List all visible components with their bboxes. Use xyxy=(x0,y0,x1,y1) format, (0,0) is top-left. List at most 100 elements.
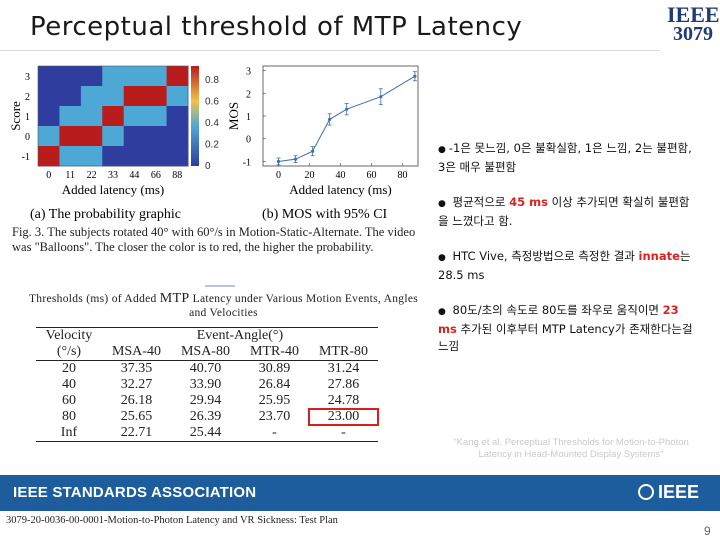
ieee-wordmark: IEEE xyxy=(658,482,700,502)
highlighted-cell: 23.00 xyxy=(307,408,380,426)
cell: 25.95 xyxy=(258,393,291,408)
data-point xyxy=(293,157,298,161)
cell: 37.35 xyxy=(120,361,153,376)
bullet-highlight: 45 ms xyxy=(509,195,548,209)
colorbar-tick-label: 0.8 xyxy=(205,75,219,86)
cell: 24.78 xyxy=(327,393,360,408)
header-event-angle: Event-Angle(°) xyxy=(101,327,378,344)
bullet-text-pre: 평균적으로 xyxy=(452,195,510,209)
heatmap-cell xyxy=(166,86,189,107)
heatmap-frame xyxy=(37,65,189,167)
globe-icon xyxy=(638,484,654,500)
x-tick-label: 0 xyxy=(276,170,281,181)
bullet-text-post: 추가된 이후부터 MTP Latency가 존재한다는걸 느낌 xyxy=(438,322,693,353)
bullet-list: ● -1은 못느낌, 0은 불확실함, 1은 느낌, 2는 불편함, 3은 매우 … xyxy=(438,140,700,373)
cell: 22.71 xyxy=(101,425,171,442)
heatmap-cell xyxy=(80,106,103,127)
cell: 29.94 xyxy=(189,393,222,408)
cell: 31.24 xyxy=(327,361,360,376)
x-tick-label: 44 xyxy=(129,170,139,181)
cell: 20 xyxy=(61,361,76,376)
heatmap-cell xyxy=(59,86,82,107)
colorbar-tick-label: 0.6 xyxy=(205,97,219,108)
data-point xyxy=(311,149,315,153)
data-point xyxy=(413,74,417,78)
heatmap-cell xyxy=(123,86,146,107)
series-line xyxy=(278,75,416,162)
heatmap-cell xyxy=(59,106,82,127)
heatmap-cell xyxy=(38,66,60,87)
heatmap-cell xyxy=(102,146,125,167)
thresholds-table: Velocity Event-Angle(°) (°/s) MSA-40 MSA… xyxy=(36,327,380,442)
table-title-pre: Thresholds (ms) of Added xyxy=(28,293,160,305)
document-id: 3079-20-0036-00-0001-Motion-to-Photon La… xyxy=(6,515,338,526)
figure: 3 2 1 0 -1 0 11 22 33 44 66 88 Added latency (ms) Sco… xyxy=(8,58,426,268)
heatmap-cell xyxy=(80,86,103,107)
y-tick-label: 0 xyxy=(25,132,30,143)
y-tick-label: 3 xyxy=(246,67,251,78)
table-row: Inf 22.71 25.44 - - xyxy=(36,425,378,442)
colorbar-tick-label: 0.4 xyxy=(205,118,219,129)
heatmap-cell xyxy=(123,146,146,167)
x-tick-label: 66 xyxy=(151,170,161,181)
footer-bar: IEEE STANDARDS ASSOCIATION IEEE xyxy=(0,475,720,511)
heatmap-cell xyxy=(166,146,189,167)
heatmap-cell xyxy=(80,146,103,167)
y-tick-label: 0 xyxy=(246,135,251,146)
bullet-text-post: 이상 추가되면 확실히 불편함을 느꼈다고 함. xyxy=(438,195,690,228)
heatmap-cell xyxy=(123,66,146,87)
cell: 27.86 xyxy=(327,377,360,392)
x-tick-label: 20 xyxy=(305,170,315,181)
y-axis-label: MOS xyxy=(226,102,241,130)
y-tick-label: -1 xyxy=(22,152,30,163)
header-velocity-unit: (°/s) xyxy=(36,344,102,361)
y-tick-label: 2 xyxy=(246,89,251,100)
heatmap-cell xyxy=(59,146,82,167)
header-col: MTR-80 xyxy=(308,344,378,361)
bullet-highlight: innate xyxy=(638,249,680,263)
heatmap-cell xyxy=(145,146,168,167)
heatmap-cell xyxy=(59,66,82,87)
x-tick-label: 0 xyxy=(46,170,51,181)
page-number: 9 xyxy=(704,524,711,538)
heatmap-cell xyxy=(166,106,189,127)
heatmap-cell xyxy=(38,126,60,147)
cell: 60 xyxy=(61,393,76,408)
bullet-highlight: 23 ms xyxy=(438,303,679,336)
y-tick-label: 1 xyxy=(246,112,251,123)
y-tick-label: 3 xyxy=(25,72,30,83)
header-col: MSA-80 xyxy=(170,344,240,361)
logo-line2: 3079 xyxy=(673,23,713,45)
association-name: IEEE STANDARDS ASSOCIATION xyxy=(13,484,257,501)
table-row: 80 25.65 26.39 23.70 23.00 xyxy=(36,408,380,426)
cell: 30.89 xyxy=(258,361,291,376)
header-col: MSA-40 xyxy=(101,344,171,361)
heatmap-cell xyxy=(102,66,125,87)
colorbar-tick-label: 0.2 xyxy=(205,140,219,151)
x-axis-label: Added latency (ms) xyxy=(62,182,165,197)
heatmap-cell xyxy=(166,66,189,87)
data-point xyxy=(379,95,383,99)
cell: 40.70 xyxy=(189,361,222,376)
heatmap-cell xyxy=(38,106,60,127)
bullet-item: ● -1은 못느낌, 0은 불확실함, 1은 느낌, 2는 불편함, 3은 매우 … xyxy=(438,140,700,176)
table-row: 60 26.18 29.94 25.95 24.78 xyxy=(36,393,378,409)
data-point xyxy=(345,107,349,111)
heatmap-cell xyxy=(145,86,168,107)
x-axis-label: Added latency (ms) xyxy=(289,182,392,197)
reference-note: "Kang et al. Perceptual Thresholds for M… xyxy=(453,437,689,460)
heatmap-cell xyxy=(145,66,168,87)
bullet-icon: ● xyxy=(438,145,446,155)
cell: - xyxy=(239,425,309,442)
heatmap-cell xyxy=(102,126,125,147)
table-title: Thresholds (ms) of Added MTP Latency und… xyxy=(26,292,421,320)
line-chart-frame xyxy=(262,65,419,167)
data-point xyxy=(276,159,281,164)
cell: 32.27 xyxy=(120,377,153,392)
heatmap-cell xyxy=(102,106,125,127)
heatmap-cell xyxy=(123,106,146,127)
heatmap-cell xyxy=(123,126,146,147)
cell: 25.44 xyxy=(170,425,240,442)
heatmap-cell xyxy=(38,146,60,167)
bullet-text: -1은 못느낌, 0은 불확실함, 1은 느낌, 2는 불편함, 3은 매우 불… xyxy=(438,141,692,174)
